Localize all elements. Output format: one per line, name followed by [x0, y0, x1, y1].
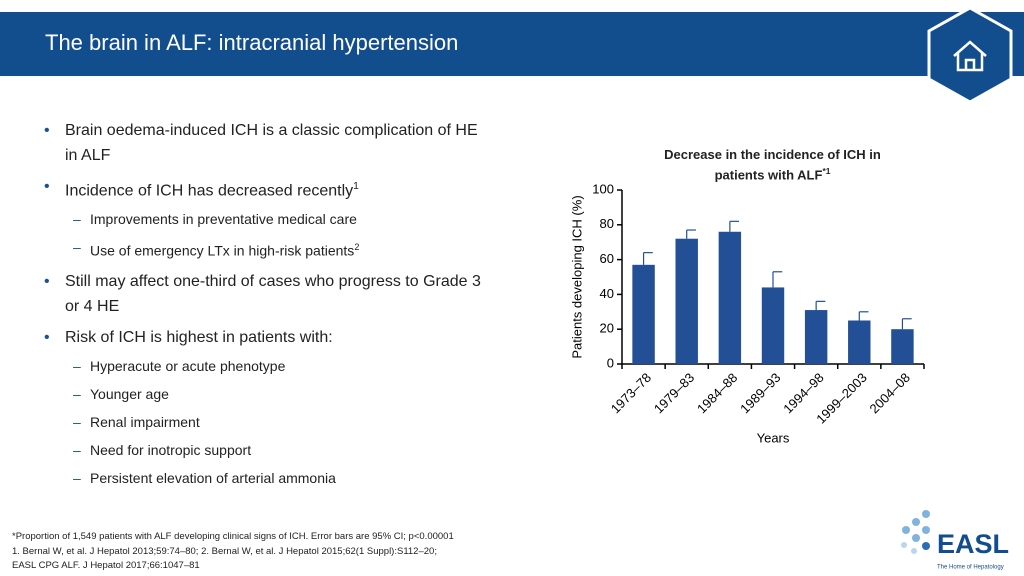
bullet-list: Brain oedema-induced ICH is a classic co…: [44, 118, 484, 496]
chart-title-text: Decrease in the incidence of ICH in pati…: [664, 147, 881, 183]
y-axis-label: Patients developing ICH (%): [569, 195, 584, 358]
bullet-text: Incidence of ICH has decreased recently: [65, 182, 354, 200]
sub-bullet-text: Use of emergency LTx in high-risk patien…: [90, 242, 355, 259]
bar: [632, 264, 655, 364]
footnote: EASL CPG ALF. J Hepatol 2017;66:1047–81: [12, 560, 200, 571]
x-tick-label: 1973–78: [608, 370, 654, 416]
sub-bullet-text: Need for inotropic support: [90, 441, 252, 458]
bullet-text: Still may affect one-third of cases who …: [65, 272, 481, 315]
bullet: Risk of ICH is highest in patients with:: [44, 325, 484, 350]
y-tick-label: 80: [600, 216, 614, 231]
sub-bullet: Hyperacute or acute phenotype: [44, 356, 484, 376]
bar: [891, 329, 914, 364]
y-tick-label: 60: [600, 251, 614, 266]
bullet: Still may affect one-third of cases who …: [44, 269, 484, 319]
bullet: Incidence of ICH has decreased recently1: [44, 174, 484, 203]
sub-bullet: Persistent elevation of arterial ammonia: [44, 468, 484, 488]
bar: [848, 320, 871, 364]
bullet-ref: 1: [353, 181, 359, 192]
y-tick-label: 20: [600, 321, 614, 336]
x-tick-label: 1984–88: [694, 370, 740, 416]
footnotes: *Proportion of 1,549 patients with ALF d…: [12, 530, 454, 574]
sub-bullet: Use of emergency LTx in high-risk patien…: [44, 237, 484, 261]
chart-title: Decrease in the incidence of ICH in pati…: [640, 146, 905, 183]
home-icon: [953, 40, 987, 72]
sub-bullet-text: Improvements in preventative medical car…: [90, 211, 357, 228]
sub-bullet-text: Hyperacute or acute phenotype: [90, 357, 286, 374]
sub-bullet-ref: 2: [354, 242, 360, 253]
slide-title: The brain in ALF: intracranial hypertens…: [45, 30, 458, 55]
footnote: 1. Bernal W, et al. J Hepatol 2013;59:74…: [12, 545, 437, 557]
sub-bullet: Renal impairment: [44, 412, 484, 432]
x-axis-label: Years: [757, 430, 790, 445]
sub-bullet: Younger age: [44, 384, 484, 404]
bar: [675, 238, 698, 364]
chart: 0 20 40 60 80 100 1973–781979–831984–881989–93…: [569, 181, 925, 445]
bullet: Brain oedema-induced ICH is a classic co…: [44, 118, 484, 168]
bar: [718, 231, 742, 364]
bullet-text: Risk of ICH is highest in patients with:: [65, 328, 333, 346]
sub-bullet-text: Renal impairment: [90, 413, 200, 430]
x-tick-label: 1989–93: [737, 370, 783, 416]
footnote: *Proportion of 1,549 patients with ALF d…: [12, 531, 454, 542]
y-tick-label: 0: [607, 355, 614, 370]
sub-bullet-text: Persistent elevation of arterial ammonia: [90, 469, 336, 486]
chart-title-sup: *1: [822, 166, 831, 176]
sub-bullet: Improvements in preventative medical car…: [44, 209, 484, 229]
y-tick-label: 40: [600, 286, 614, 301]
x-tick-label: 2004–08: [867, 370, 913, 416]
home-badge[interactable]: [927, 6, 1013, 104]
x-tick-label: 1979–83: [651, 370, 697, 416]
bar: [761, 287, 785, 364]
logo-tagline: The Home of Hepatology: [937, 565, 1004, 571]
easl-mark: [901, 510, 930, 554]
bar: [804, 310, 828, 364]
y-tick-label: 100: [592, 181, 614, 196]
bullet-text: Brain oedema-induced ICH is a classic co…: [65, 122, 478, 164]
sub-bullet: Need for inotropic support: [44, 440, 484, 460]
sub-bullet-text: Younger age: [90, 385, 169, 402]
logo-name: EASL: [937, 529, 1009, 559]
header-band: [0, 12, 1024, 76]
